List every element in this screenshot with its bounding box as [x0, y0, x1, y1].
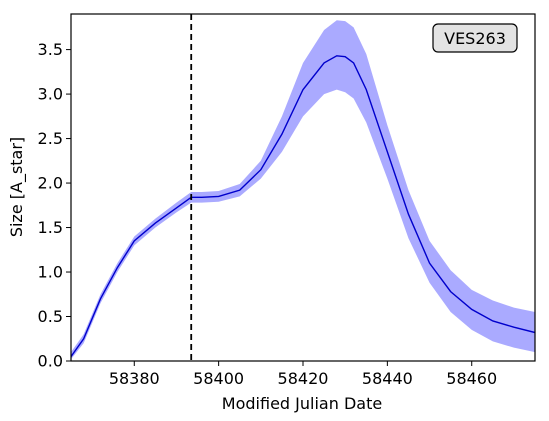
y-tick-label: 0.5 — [38, 307, 63, 326]
uncertainty-band-layer — [71, 20, 535, 360]
y-axis-ticks: 0.0 0.5 1.0 1.5 2.0 2.5 3.0 3.5 — [38, 40, 71, 371]
x-tick-label: 58400 — [193, 369, 244, 388]
y-tick-label: 3.5 — [38, 40, 63, 59]
series-line — [71, 55, 535, 357]
annotation-box: VES263 — [432, 23, 518, 53]
uncertainty-band — [71, 20, 535, 360]
x-tick-label: 58440 — [362, 369, 413, 388]
y-tick-label: 3.0 — [38, 85, 63, 104]
x-tick-label: 58420 — [278, 369, 329, 388]
x-axis-ticks: 58380 58400 58420 58440 58460 — [109, 361, 497, 388]
series-line-layer — [71, 55, 535, 357]
x-axis-label: Modified Julian Date — [222, 394, 382, 413]
y-tick-label: 0.0 — [38, 352, 63, 371]
y-tick-label: 2.0 — [38, 174, 63, 193]
x-tick-label: 58380 — [109, 369, 160, 388]
y-tick-label: 2.5 — [38, 129, 63, 148]
x-tick-label: 58460 — [446, 369, 497, 388]
y-tick-label: 1.5 — [38, 218, 63, 237]
annotation-label: VES263 — [444, 29, 506, 48]
y-axis-label: Size [A_star] — [7, 137, 27, 237]
y-tick-label: 1.0 — [38, 263, 63, 282]
